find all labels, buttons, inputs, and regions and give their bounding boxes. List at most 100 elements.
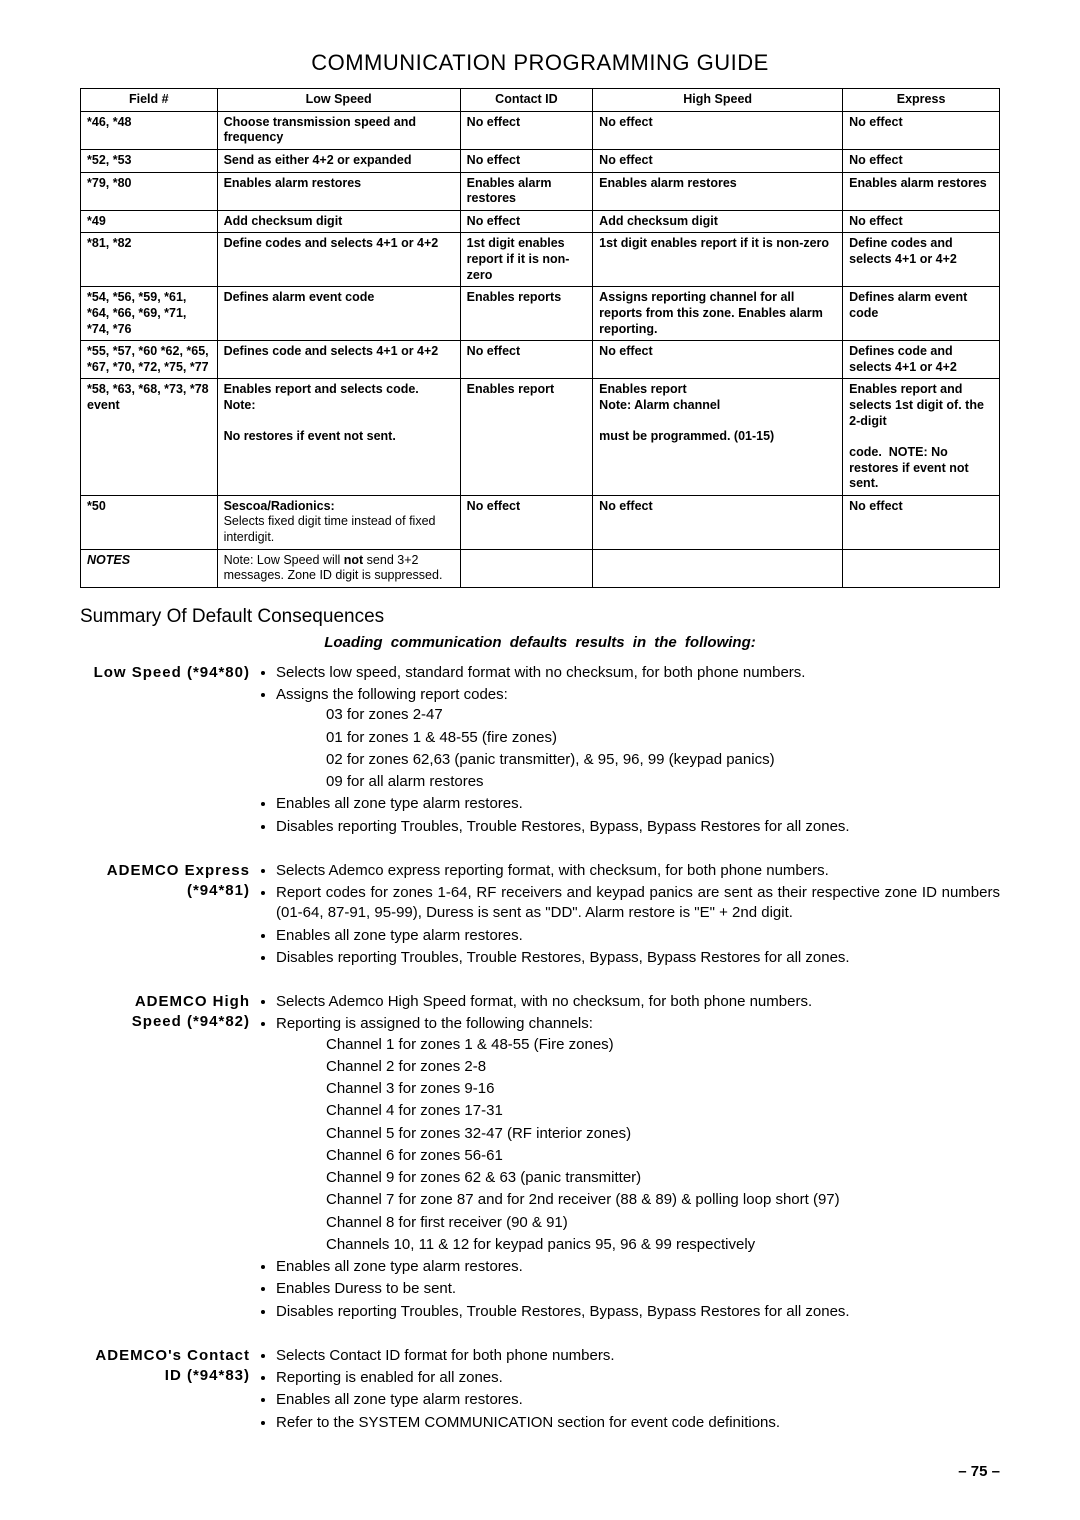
block-label: ADEMCO Express (*94*81) — [80, 861, 250, 970]
table-cell: Enables report — [460, 379, 593, 495]
sub-list-item: 03 for zones 2-47 — [326, 705, 1000, 725]
programming-table: Field #Low SpeedContact IDHigh SpeedExpr… — [80, 88, 1000, 588]
field-cell: *79, *80 — [81, 172, 218, 210]
field-cell: *81, *82 — [81, 233, 218, 287]
field-cell: *49 — [81, 210, 218, 233]
sub-list-item: Channel 5 for zones 32-47 (RF interior z… — [326, 1124, 1000, 1144]
table-row: *49Add checksum digitNo effectAdd checks… — [81, 210, 1000, 233]
table-cell: No effect — [593, 341, 843, 379]
table-cell — [460, 549, 593, 587]
list-item: Enables all zone type alarm restores. — [276, 794, 1000, 814]
list-item: Reporting is assigned to the following c… — [276, 1014, 1000, 1255]
table-cell: No effect — [460, 210, 593, 233]
table-row: *54, *56, *59, *61, *64, *66, *69, *71, … — [81, 287, 1000, 341]
page-number: – 75 – — [80, 1463, 1000, 1480]
table-cell: Sescoa/Radionics:Selects fixed digit tim… — [217, 495, 460, 549]
field-cell: *50 — [81, 495, 218, 549]
page-title: COMMUNICATION PROGRAMMING GUIDE — [80, 50, 1000, 76]
table-header: Express — [843, 89, 1000, 112]
field-cell: NOTES — [81, 549, 218, 587]
block-list: Selects low speed, standard format with … — [258, 663, 1000, 839]
sub-list-item: 02 for zones 62,63 (panic transmitter), … — [326, 750, 1000, 770]
table-cell: Note: Low Speed will not send 3+2 messag… — [217, 549, 460, 587]
table-cell: Define codes and selects 4+1 or 4+2 — [843, 233, 1000, 287]
table-cell — [843, 549, 1000, 587]
table-header: Low Speed — [217, 89, 460, 112]
block-label: Low Speed (*94*80) — [80, 663, 250, 839]
table-row: *58, *63, *68, *73, *78 eventEnables rep… — [81, 379, 1000, 495]
table-cell: Send as either 4+2 or expanded — [217, 149, 460, 172]
field-cell: *58, *63, *68, *73, *78 event — [81, 379, 218, 495]
table-cell: Add checksum digit — [593, 210, 843, 233]
table-cell: No effect — [843, 149, 1000, 172]
sub-list-item: Channel 1 for zones 1 & 48-55 (Fire zone… — [326, 1035, 1000, 1055]
list-item: Disables reporting Troubles, Trouble Res… — [276, 817, 1000, 837]
table-row: *79, *80Enables alarm restoresEnables al… — [81, 172, 1000, 210]
table-cell: Add checksum digit — [217, 210, 460, 233]
table-row: *52, *53Send as either 4+2 or expandedNo… — [81, 149, 1000, 172]
table-cell — [593, 549, 843, 587]
table-cell: Enables reports — [460, 287, 593, 341]
table-cell: No effect — [460, 495, 593, 549]
table-cell: No effect — [593, 495, 843, 549]
defaults-block: ADEMCO Express (*94*81) Selects Ademco ex… — [80, 861, 1000, 970]
table-cell: No effect — [843, 111, 1000, 149]
table-header: High Speed — [593, 89, 843, 112]
table-cell: No effect — [843, 495, 1000, 549]
table-cell: No effect — [843, 210, 1000, 233]
block-label: ADEMCO's Contact ID (*94*83) — [80, 1346, 250, 1435]
list-item: Disables reporting Troubles, Trouble Res… — [276, 1302, 1000, 1322]
list-item: Selects Ademco High Speed format, with n… — [276, 992, 1000, 1012]
defaults-block: ADEMCO High Speed (*94*82) Selects Ademco… — [80, 992, 1000, 1324]
table-row: *55, *57, *60 *62, *65, *67, *70, *72, *… — [81, 341, 1000, 379]
block-label: ADEMCO High Speed (*94*82) — [80, 992, 250, 1324]
list-item: Enables Duress to be sent. — [276, 1279, 1000, 1299]
sub-list-item: Channel 2 for zones 2-8 — [326, 1057, 1000, 1077]
table-cell: Enables report and selects code. Note:No… — [217, 379, 460, 495]
block-list: Selects Contact ID format for both phone… — [258, 1346, 1000, 1435]
defaults-block: Low Speed (*94*80) Selects low speed, sta… — [80, 663, 1000, 839]
list-item: Report codes for zones 1-64, RF receiver… — [276, 883, 1000, 924]
list-item: Selects low speed, standard format with … — [276, 663, 1000, 683]
table-row: *81, *82Define codes and selects 4+1 or … — [81, 233, 1000, 287]
sub-list-item: Channels 10, 11 & 12 for keypad panics 9… — [326, 1235, 1000, 1255]
field-cell: *55, *57, *60 *62, *65, *67, *70, *72, *… — [81, 341, 218, 379]
table-cell: Enables alarm restores — [217, 172, 460, 210]
table-cell: No effect — [460, 341, 593, 379]
table-cell: Enables alarm restores — [843, 172, 1000, 210]
table-cell: Assigns reporting channel for all report… — [593, 287, 843, 341]
list-item: Selects Ademco express reporting format,… — [276, 861, 1000, 881]
list-item: Disables reporting Troubles, Trouble Res… — [276, 948, 1000, 968]
table-cell: Enables alarm restores — [460, 172, 593, 210]
table-cell: No effect — [593, 111, 843, 149]
list-item: Selects Contact ID format for both phone… — [276, 1346, 1000, 1366]
table-row: *46, *48Choose transmission speed and fr… — [81, 111, 1000, 149]
subhead: Loading communication defaults results i… — [80, 634, 1000, 651]
table-cell: Define codes and selects 4+1 or 4+2 — [217, 233, 460, 287]
block-list: Selects Ademco High Speed format, with n… — [258, 992, 1000, 1324]
sub-list: Channel 1 for zones 1 & 48-55 (Fire zone… — [276, 1035, 1000, 1256]
table-cell: 1st digit enables report if it is non-ze… — [593, 233, 843, 287]
list-item: Reporting is enabled for all zones. — [276, 1368, 1000, 1388]
list-item: Enables all zone type alarm restores. — [276, 926, 1000, 946]
table-row: *50Sescoa/Radionics:Selects fixed digit … — [81, 495, 1000, 549]
table-cell: No effect — [593, 149, 843, 172]
list-item: Refer to the SYSTEM COMMUNICATION sectio… — [276, 1413, 1000, 1433]
table-header: Field # — [81, 89, 218, 112]
sub-list-item: Channel 4 for zones 17-31 — [326, 1101, 1000, 1121]
table-header: Contact ID — [460, 89, 593, 112]
list-item: Enables all zone type alarm restores. — [276, 1390, 1000, 1410]
sub-list-item: Channel 9 for zones 62 & 63 (panic trans… — [326, 1168, 1000, 1188]
table-cell: No effect — [460, 149, 593, 172]
sub-list-item: Channel 3 for zones 9-16 — [326, 1079, 1000, 1099]
field-cell: *52, *53 — [81, 149, 218, 172]
table-cell: Enables report and selects 1st digit of.… — [843, 379, 1000, 495]
list-item: Assigns the following report codes:03 fo… — [276, 685, 1000, 792]
table-cell: Defines alarm event code — [217, 287, 460, 341]
defaults-block: ADEMCO's Contact ID (*94*83) Selects Cont… — [80, 1346, 1000, 1435]
field-cell: *46, *48 — [81, 111, 218, 149]
sub-list-item: Channel 8 for first receiver (90 & 91) — [326, 1213, 1000, 1233]
block-list: Selects Ademco express reporting format,… — [258, 861, 1000, 970]
table-cell: Choose transmission speed and frequency — [217, 111, 460, 149]
sub-list-item: Channel 7 for zone 87 and for 2nd receiv… — [326, 1190, 1000, 1210]
